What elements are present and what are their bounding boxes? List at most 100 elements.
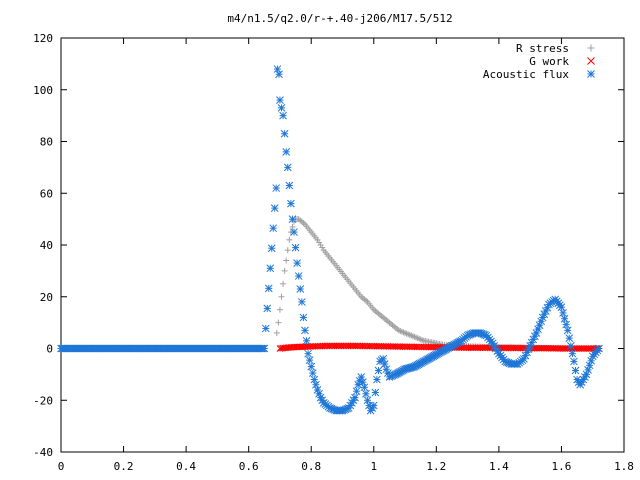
data-point — [296, 285, 305, 293]
data-point — [563, 326, 572, 335]
data-point — [523, 348, 531, 357]
data-point — [273, 65, 282, 73]
data-point — [301, 326, 309, 335]
data-point — [352, 387, 361, 396]
data-point — [380, 360, 389, 368]
x-tick-label: 0.4 — [176, 460, 196, 473]
data-point — [357, 373, 366, 381]
data-point — [261, 324, 270, 333]
legend-marker — [587, 70, 595, 78]
data-point — [560, 314, 569, 323]
x-tick-group: 0 0.2 0.4 0.6 0.8 1 1.2 1.4 1.6 1.8 — [58, 38, 634, 473]
legend-label: R stress — [516, 42, 569, 55]
data-point — [568, 349, 577, 358]
data-point — [373, 375, 381, 384]
data-point — [308, 369, 317, 377]
data-point — [291, 243, 300, 252]
data-point — [286, 236, 293, 243]
data-point — [351, 393, 359, 402]
plot-frame — [60, 37, 625, 453]
y-tick-label: 0 — [46, 343, 53, 356]
legend-label: Acoustic flux — [483, 68, 569, 81]
data-point — [263, 304, 272, 313]
data-point — [371, 388, 380, 397]
y-tick-label: 80 — [40, 136, 53, 149]
data-point — [287, 199, 295, 208]
series-acoustic-flux — [57, 65, 603, 415]
data-point — [360, 383, 369, 392]
data-point — [312, 380, 320, 389]
legend-marker — [587, 57, 595, 65]
y-tick-label: 20 — [40, 291, 53, 304]
y-tick-label: 60 — [40, 187, 53, 200]
data-point — [358, 378, 367, 386]
data-point — [276, 306, 283, 313]
data-point — [269, 224, 278, 233]
data-point — [293, 259, 302, 267]
data-point — [285, 181, 294, 190]
data-point — [289, 223, 296, 230]
data-point — [577, 378, 586, 386]
y-tick-label: 100 — [33, 84, 53, 97]
data-point — [276, 96, 284, 104]
data-point — [532, 329, 541, 337]
data-point — [362, 389, 370, 398]
x-tick-label: 1.4 — [489, 460, 509, 473]
x-tick-label: 1.2 — [426, 460, 446, 473]
data-point — [288, 215, 297, 223]
data-point — [566, 342, 575, 350]
data-point — [565, 334, 574, 343]
data-point — [264, 284, 273, 293]
data-point — [278, 293, 285, 300]
data-point — [559, 309, 567, 317]
data-point — [374, 366, 383, 375]
y-tick-group: -40 -20 0 20 40 60 80 100 120 — [33, 32, 624, 459]
data-point — [280, 129, 289, 138]
x-tick-label: 0 — [58, 460, 65, 473]
data-point — [284, 247, 291, 254]
data-point — [299, 313, 308, 322]
data-point — [537, 317, 545, 326]
data-point — [260, 344, 269, 353]
x-tick-label: 0.6 — [239, 460, 259, 473]
data-point — [294, 272, 303, 280]
data-point — [305, 356, 314, 364]
data-marks — [57, 65, 603, 415]
x-tick-label: 1.8 — [614, 460, 634, 473]
data-point — [313, 386, 322, 394]
data-point — [570, 357, 578, 366]
data-point — [267, 244, 276, 253]
data-point — [369, 401, 378, 410]
legend-marker — [587, 44, 595, 52]
data-point — [275, 319, 282, 326]
series-r-stress — [273, 216, 602, 352]
data-point — [379, 354, 388, 363]
data-point — [302, 336, 311, 345]
x-tick-label: 0.8 — [301, 460, 321, 473]
data-point — [281, 267, 288, 274]
data-point — [557, 303, 566, 311]
data-point — [275, 70, 283, 79]
data-point — [273, 329, 280, 336]
data-point — [270, 204, 279, 212]
data-point — [279, 111, 287, 120]
plot-axes — [60, 37, 625, 453]
data-point — [534, 325, 542, 333]
x-tick-label: 0.2 — [114, 460, 134, 473]
data-point — [307, 362, 316, 371]
x-tick-label: 1.6 — [552, 460, 572, 473]
data-point — [363, 396, 372, 405]
data-point — [297, 298, 306, 306]
data-point — [283, 257, 290, 264]
data-point — [595, 344, 603, 353]
data-point — [272, 184, 281, 192]
data-point — [315, 389, 323, 398]
data-point — [282, 147, 291, 156]
data-point — [290, 228, 298, 236]
y-tick-label: 40 — [40, 239, 53, 252]
data-point — [280, 280, 287, 287]
data-point — [571, 366, 580, 375]
x-tick-label: 1 — [370, 460, 377, 473]
